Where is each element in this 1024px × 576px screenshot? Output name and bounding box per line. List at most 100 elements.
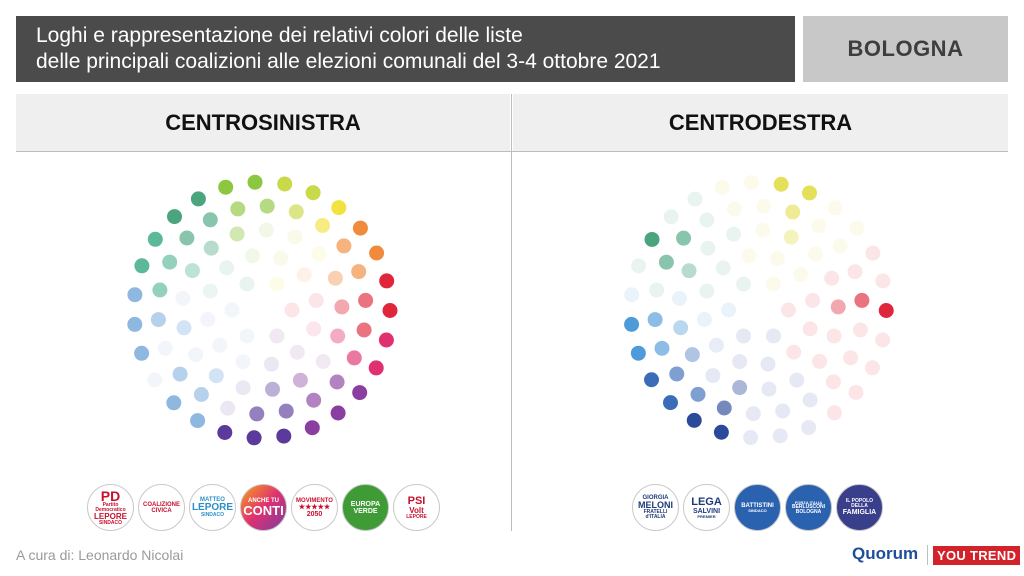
lega-logo: LEGA SALVINI PREMIER xyxy=(683,484,730,531)
seat-dot xyxy=(292,372,308,388)
seat-dot xyxy=(368,360,384,376)
heading-underline xyxy=(16,151,1008,152)
seat-dot xyxy=(175,290,191,306)
seat-dot xyxy=(273,250,289,266)
seat-dot xyxy=(769,250,785,266)
seat-dot xyxy=(157,340,173,356)
logo-text: SINDACO xyxy=(98,520,123,526)
seat-dot xyxy=(878,303,894,318)
seat-dot xyxy=(713,424,729,440)
seat-dot xyxy=(849,220,865,236)
seat-dot xyxy=(184,263,200,279)
logo-text: LEPORE xyxy=(191,502,234,513)
forza-italia-logo: FORZA ITALIA BERLUSCONI BOLOGNA xyxy=(785,484,832,531)
seat-dot xyxy=(624,287,640,303)
seat-dot xyxy=(741,248,757,264)
seat-dot xyxy=(681,263,697,279)
logo-text: FAMIGLIA xyxy=(842,509,877,516)
seat-dot xyxy=(824,270,840,286)
seat-dot xyxy=(152,282,168,298)
seat-dot xyxy=(714,179,730,195)
seat-dot xyxy=(239,328,255,344)
seat-dot xyxy=(356,322,372,338)
seat-dot xyxy=(179,230,195,246)
seat-dot xyxy=(288,204,304,220)
seat-dot xyxy=(276,428,292,444)
seat-dot xyxy=(686,412,702,428)
seat-dot xyxy=(217,425,233,440)
seat-dot xyxy=(789,372,805,388)
seat-dot xyxy=(190,191,206,207)
logo-text: SALVINI xyxy=(692,507,721,515)
logo-text: d'ITALIA xyxy=(645,514,666,520)
seat-dot xyxy=(306,321,322,337)
right-party-logos: GIORGIA MELONI FRATELLI d'ITALIA LEGA SALVINI… xyxy=(632,484,883,531)
seat-dot xyxy=(378,332,394,348)
seat-dot xyxy=(690,386,706,402)
seat-dot xyxy=(336,238,352,254)
logo-text: EUROPA xyxy=(350,500,381,508)
seat-dot xyxy=(826,405,842,421)
seat-dot xyxy=(827,200,843,216)
logo-text: ★★★★★ xyxy=(298,503,331,511)
seat-dot xyxy=(793,267,809,283)
seat-dot xyxy=(329,374,345,390)
seat-dot xyxy=(783,229,799,245)
seat-dot xyxy=(369,245,385,261)
seat-dot xyxy=(259,198,275,214)
author-credit: A cura di: Leonardo Nicolai xyxy=(16,547,184,563)
seat-dot xyxy=(761,381,777,397)
pd-logo: PD Partito Democratico LEPORE SINDACO xyxy=(87,484,134,531)
logo-text: 2050 xyxy=(306,510,323,518)
seat-dot xyxy=(786,344,802,360)
logo-text: PSI xyxy=(407,494,426,507)
seat-dot xyxy=(843,350,859,366)
seat-dot xyxy=(756,198,772,214)
seat-dot xyxy=(775,403,791,419)
seat-dot xyxy=(875,273,891,289)
seat-dot xyxy=(736,276,752,292)
seat-dot xyxy=(277,176,293,192)
seat-dot xyxy=(811,218,827,234)
logo-text: MOVIMENTO xyxy=(296,497,333,504)
seat-dot xyxy=(662,395,678,411)
left-coalition-heading: CENTROSINISTRA xyxy=(16,94,510,152)
seat-dot xyxy=(147,372,163,388)
seat-dot xyxy=(708,337,724,353)
seat-dot xyxy=(631,258,647,274)
seat-dot xyxy=(162,254,178,270)
seat-dot xyxy=(700,240,716,256)
brand-separator xyxy=(927,545,928,565)
seat-dot xyxy=(721,302,737,318)
seat-dot xyxy=(269,276,285,292)
seat-dot xyxy=(705,368,721,384)
seat-dot xyxy=(654,340,670,356)
seat-dot xyxy=(245,248,260,264)
logo-text: CIVICA xyxy=(151,507,172,514)
seat-dot xyxy=(773,176,789,192)
seat-dot xyxy=(315,218,331,233)
logo-text: BERLUSCONI xyxy=(791,503,826,510)
seat-dot xyxy=(358,292,374,308)
logo-text: PREMIER xyxy=(697,513,716,519)
seat-dot xyxy=(732,380,748,396)
anche-tu-conti-logo: ANCHE TU CONTI xyxy=(240,484,287,531)
logo-text: MATTEO xyxy=(200,497,225,503)
logo-text: FRATELLI xyxy=(643,509,668,515)
seat-dot xyxy=(760,356,776,372)
seat-dot xyxy=(200,312,216,327)
seat-dot xyxy=(379,273,395,289)
seat-dot xyxy=(663,209,679,225)
seat-dot xyxy=(802,185,817,201)
seat-dot xyxy=(715,260,731,276)
seat-dot xyxy=(732,354,748,370)
seat-dot xyxy=(134,258,150,274)
seat-dot xyxy=(630,345,646,361)
seat-dot xyxy=(208,368,224,384)
seat-dot xyxy=(330,328,346,344)
seat-dot xyxy=(311,246,327,262)
logo-text: MELONI xyxy=(638,500,673,510)
seat-dot xyxy=(852,322,868,338)
seat-dot xyxy=(696,311,712,327)
city-label: BOLOGNA xyxy=(803,16,1008,82)
